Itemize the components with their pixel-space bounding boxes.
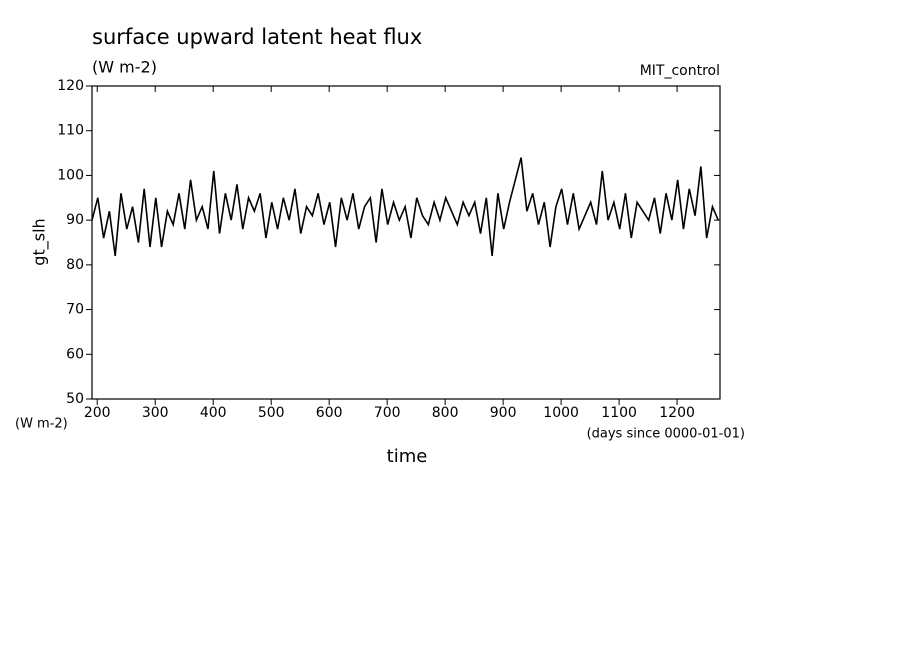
y-tick-label: 100 xyxy=(57,167,84,183)
y-tick-label: 110 xyxy=(57,123,84,139)
x-tick-label: 600 xyxy=(316,405,343,421)
y-axis-label: gt_slh xyxy=(30,218,50,265)
y-tick-label: 60 xyxy=(66,346,84,362)
x-tick-label: 300 xyxy=(142,405,169,421)
x-axis-label: time xyxy=(387,446,428,467)
x-tick-label: 500 xyxy=(258,405,285,421)
x-tick-label: 400 xyxy=(200,405,227,421)
x-tick-label: 1200 xyxy=(659,405,695,421)
y-tick-label: 50 xyxy=(66,391,84,407)
x-tick-label: 200 xyxy=(84,405,111,421)
x-tick-label: 800 xyxy=(432,405,459,421)
chart-subtitle: (W m-2) xyxy=(92,58,157,77)
y-tick-label: 90 xyxy=(66,212,84,228)
chart-title: surface upward latent heat flux xyxy=(92,25,422,49)
y-tick-label: 70 xyxy=(66,302,84,318)
y-tick-label: 120 xyxy=(57,78,84,94)
x-tick-label: 1100 xyxy=(601,405,637,421)
x-tick-label: 700 xyxy=(374,405,401,421)
x-tick-label: 900 xyxy=(490,405,517,421)
y-tick-label: 80 xyxy=(66,257,84,273)
x-axis-units: (days since 0000-01-01) xyxy=(587,427,745,442)
data-line xyxy=(91,157,719,257)
plot-frame xyxy=(91,85,721,400)
y-axis-units: (W m-2) xyxy=(15,417,68,432)
annotation: MIT_control xyxy=(640,63,720,79)
x-tick-label: 1000 xyxy=(543,405,579,421)
